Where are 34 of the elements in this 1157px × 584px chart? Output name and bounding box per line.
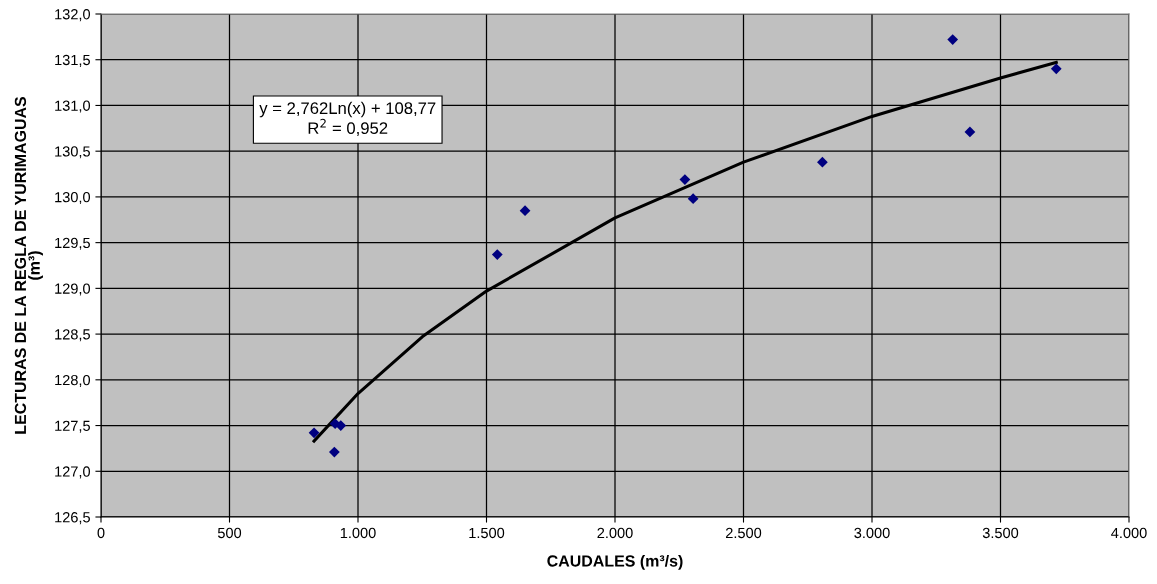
point [328,446,340,458]
y-tick-label: 131,5 [55,54,90,67]
y-tick-label: 127,5 [55,420,90,433]
y-tick-label: 127,0 [55,466,91,479]
y-tick-label: 130,0 [55,192,91,205]
x-tick-label: 0 [97,527,105,539]
x-tick-label: 1.000 [340,527,376,539]
x-tick-label: 3.500 [982,527,1019,539]
point [491,249,503,260]
point [1050,63,1062,75]
x-axis-title: CAUDALES (m³/s) [547,554,683,570]
y-tick-label: 132,0 [55,9,91,22]
y-tick-label: 128,0 [55,374,91,387]
point [679,174,691,185]
x-tick-label: 3.000 [854,527,890,539]
point [964,126,976,138]
x-tick-label: 1.500 [469,527,505,539]
x-tick-label: 2.500 [725,527,762,539]
point [947,34,959,45]
point [687,193,699,205]
y-tick-label: 130,5 [55,146,90,159]
x-tick-label: 4.000 [1111,527,1147,539]
y-tick-label: 128,5 [55,329,90,342]
y-axis-title: LECTURAS DE LA REGLA DE YURIMAGUAS (m³) [14,96,43,434]
x-tick-label: 2.000 [597,527,633,539]
point [519,205,531,217]
y-tick-label: 129,0 [55,283,91,296]
point [817,156,828,168]
point [308,427,320,439]
y-tick-label: 131,0 [55,100,91,113]
y-tick-label: 129,5 [55,237,90,250]
x-tick-label: 500 [217,527,242,539]
annotation: y = 2,762Ln(x) + 108,77 R$^{2}$ = 0,952 [259,101,436,136]
y-tick-label: 126,5 [55,512,90,525]
